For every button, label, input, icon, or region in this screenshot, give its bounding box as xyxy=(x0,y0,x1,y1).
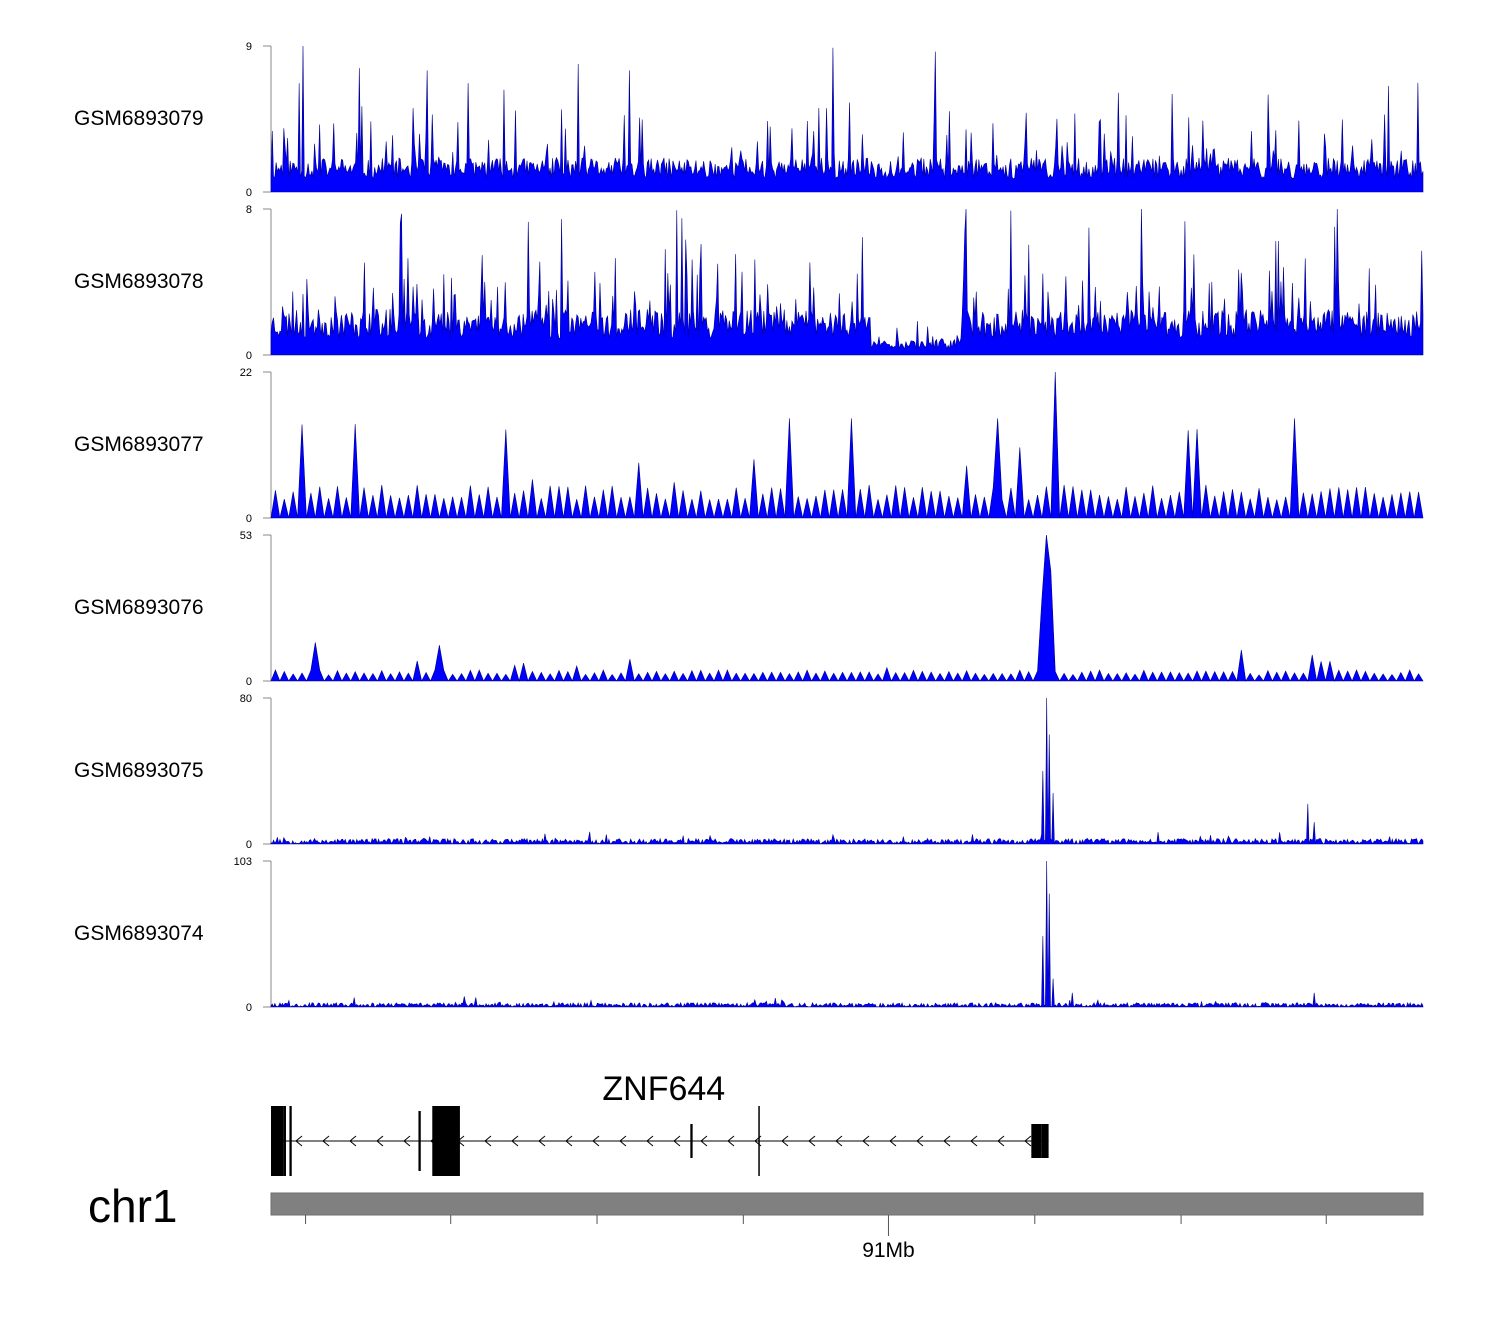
y-min-label: 0 xyxy=(246,350,252,362)
strand-arrow xyxy=(538,1135,546,1147)
gene-exon xyxy=(432,1106,460,1176)
track-label: GSM6893079 xyxy=(74,107,204,130)
strand-arrow xyxy=(403,1135,411,1147)
track-GSM6893079: GSM6893079 9 0 xyxy=(74,41,1424,199)
track-GSM6893077: GSM6893077 22 0 xyxy=(74,367,1424,525)
gene-exon xyxy=(289,1106,292,1176)
gene-exon xyxy=(1041,1124,1049,1158)
strand-arrow xyxy=(565,1135,573,1147)
gene-exon xyxy=(283,1106,286,1176)
track-label: GSM6893076 xyxy=(74,596,204,619)
y-min-label: 0 xyxy=(246,676,252,688)
strand-arrow xyxy=(673,1135,681,1147)
gene-exon xyxy=(418,1111,421,1171)
y-max-label: 9 xyxy=(246,41,252,53)
track-GSM6893074: GSM6893074 103 0 xyxy=(74,856,1424,1014)
coverage-area xyxy=(270,45,1424,193)
gene-exon xyxy=(1031,1124,1042,1158)
strand-arrow xyxy=(997,1135,1005,1147)
y-min-label: 0 xyxy=(246,187,252,199)
y-max-label: 22 xyxy=(240,367,252,379)
axis-ticks xyxy=(305,1215,1327,1236)
gene-exon xyxy=(758,1106,760,1176)
y-max-label: 8 xyxy=(246,204,252,216)
track-label: GSM6893074 xyxy=(74,922,204,945)
coverage-area xyxy=(270,208,1424,356)
gene-track: ZNF644 xyxy=(271,1070,1049,1176)
track-GSM6893075: GSM6893075 80 0 xyxy=(74,693,1424,851)
chromosome-bar xyxy=(270,1192,1424,1216)
strand-arrow xyxy=(808,1135,816,1147)
coverage-tracks: GSM689307990GSM689307880GSM6893077220GSM… xyxy=(74,41,1424,1014)
strand-arrow xyxy=(322,1135,330,1147)
strand-arrow xyxy=(592,1135,600,1147)
strand-arrow xyxy=(835,1135,843,1147)
y-max-label: 53 xyxy=(240,530,252,542)
gene-exon xyxy=(690,1124,693,1158)
strand-arrow xyxy=(646,1135,654,1147)
strand-arrow xyxy=(349,1135,357,1147)
strand-arrow xyxy=(862,1135,870,1147)
axis-tick-label: 91Mb xyxy=(862,1239,915,1262)
coverage-area xyxy=(270,697,1424,845)
strand-arrow xyxy=(619,1135,627,1147)
strand-arrow xyxy=(970,1135,978,1147)
strand-arrow xyxy=(727,1135,735,1147)
track-GSM6893076: GSM6893076 53 0 xyxy=(74,530,1424,688)
track-label: GSM6893078 xyxy=(74,270,204,293)
coverage-area xyxy=(270,534,1424,683)
gene-model xyxy=(271,1106,1049,1176)
strand-arrow xyxy=(916,1135,924,1147)
strand-arrow xyxy=(295,1135,303,1147)
strand-arrow xyxy=(376,1135,384,1147)
strand-arrow xyxy=(700,1135,708,1147)
y-min-label: 0 xyxy=(246,839,252,851)
chromosome-label: chr1 xyxy=(88,1180,177,1232)
y-max-label: 80 xyxy=(240,693,252,705)
track-GSM6893078: GSM6893078 8 0 xyxy=(74,204,1424,362)
strand-arrow xyxy=(781,1135,789,1147)
y-max-label: 103 xyxy=(234,856,252,868)
chromosome-axis: chr1 91Mb xyxy=(88,1180,1424,1262)
strand-arrow xyxy=(1024,1135,1032,1147)
strand-arrow xyxy=(484,1135,492,1147)
strand-arrow xyxy=(889,1135,897,1147)
gene-exon xyxy=(271,1106,284,1176)
strand-arrow xyxy=(943,1135,951,1147)
y-min-label: 0 xyxy=(246,1002,252,1014)
strand-arrow xyxy=(511,1135,519,1147)
track-label: GSM6893077 xyxy=(74,433,204,456)
coverage-area xyxy=(270,371,1424,519)
coverage-area xyxy=(270,860,1424,1008)
y-min-label: 0 xyxy=(246,513,252,525)
gene-name-label: ZNF644 xyxy=(602,1070,725,1108)
track-label: GSM6893075 xyxy=(74,759,204,782)
